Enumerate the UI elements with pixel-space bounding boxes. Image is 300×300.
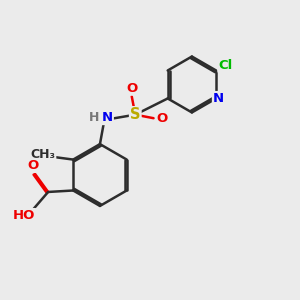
Text: H: H: [89, 110, 99, 124]
Text: O: O: [28, 159, 39, 172]
Text: O: O: [126, 82, 137, 95]
Text: Cl: Cl: [218, 59, 233, 72]
Text: N: N: [213, 92, 224, 105]
Text: S: S: [130, 107, 140, 122]
Text: HO: HO: [13, 209, 35, 222]
Text: O: O: [156, 112, 167, 125]
Text: CH₃: CH₃: [30, 148, 55, 161]
Text: N: N: [102, 111, 113, 124]
